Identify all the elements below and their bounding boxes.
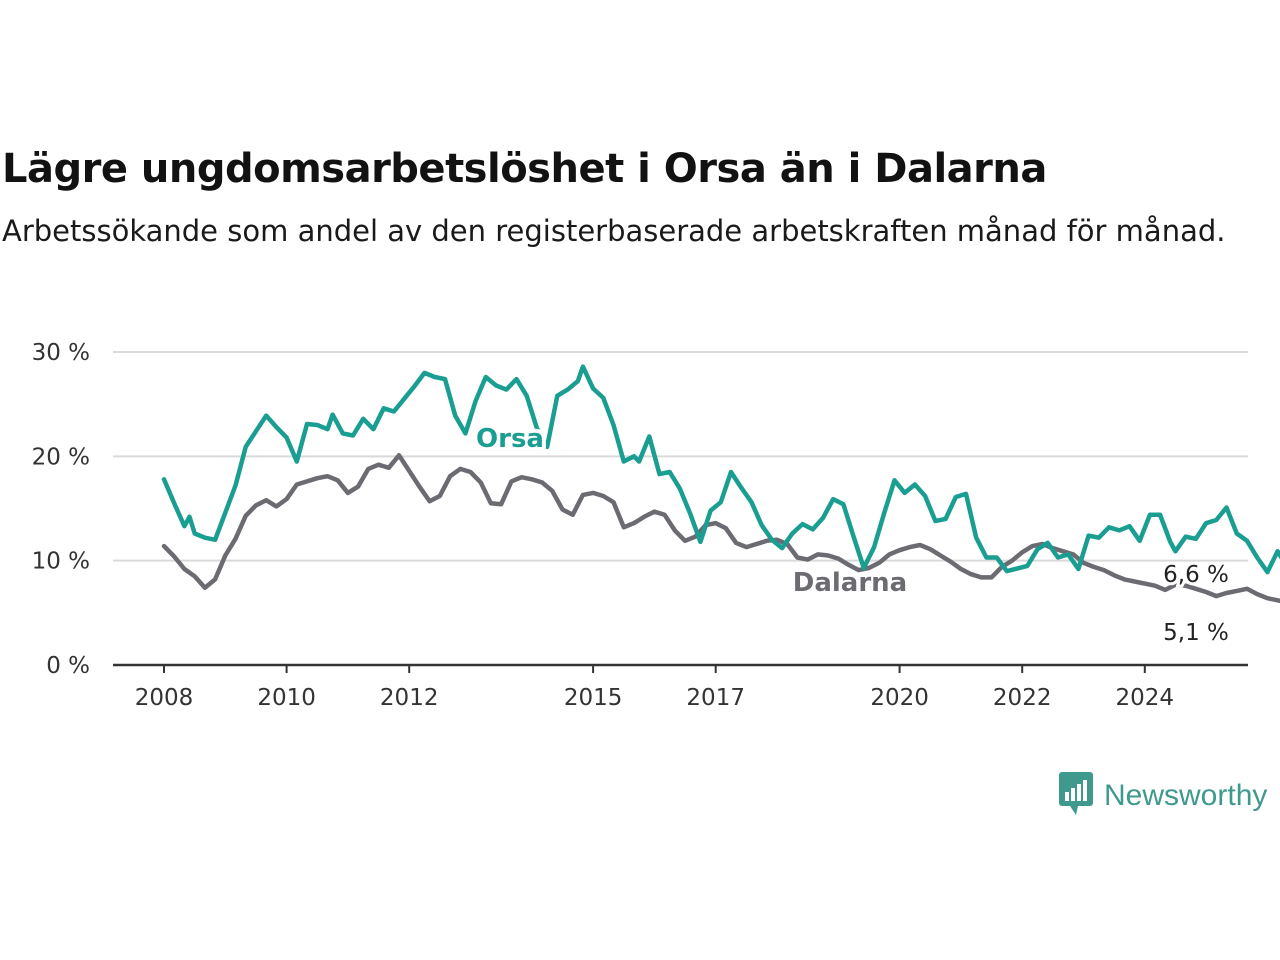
y-tick-label: 10 % [32,549,90,575]
brand-name: Newsworthy [1104,779,1268,812]
series-lines [161,364,1280,604]
gridlines [113,351,1248,562]
chart-subtitle: Arbetssökande som andel av den registerb… [2,214,1226,248]
x-tick-label: 2008 [135,685,194,711]
x-tick-label: 2022 [993,685,1052,711]
series-label-orsa: Orsa [476,424,544,454]
end-value-label-dalarna: 6,6 % [1163,562,1229,588]
x-tick-label: 2017 [686,685,745,711]
x-tick-label: 2024 [1116,685,1175,711]
y-axis: 0 % 10 % 20 % 30 % [32,340,90,679]
newsworthy-logo-icon [1058,771,1094,821]
y-tick-label: 20 % [32,444,90,470]
x-tick-label: 2012 [380,685,439,711]
series-labels: Orsa 5,1 % Dalarna 6,6 % [472,420,1232,649]
x-tick-label: 2010 [257,685,316,711]
y-tick-label: 0 % [46,653,90,679]
series-line-orsa [161,364,1280,575]
series-label-dalarna: Dalarna [793,568,907,598]
chart-title: Lägre ungdomsarbetslöshet i Orsa än i Da… [2,146,1047,192]
newsworthy-brand: Newsworthy [1058,772,1267,820]
x-tick-label: 2020 [870,685,929,711]
series-line-dalarna [161,453,1280,604]
x-tick-label: 2015 [564,685,623,711]
end-value-label-orsa: 5,1 % [1163,620,1229,646]
x-axis: 2008 2010 2012 2015 2017 2020 2022 2024 [113,663,1248,711]
y-tick-label: 30 % [32,340,90,366]
